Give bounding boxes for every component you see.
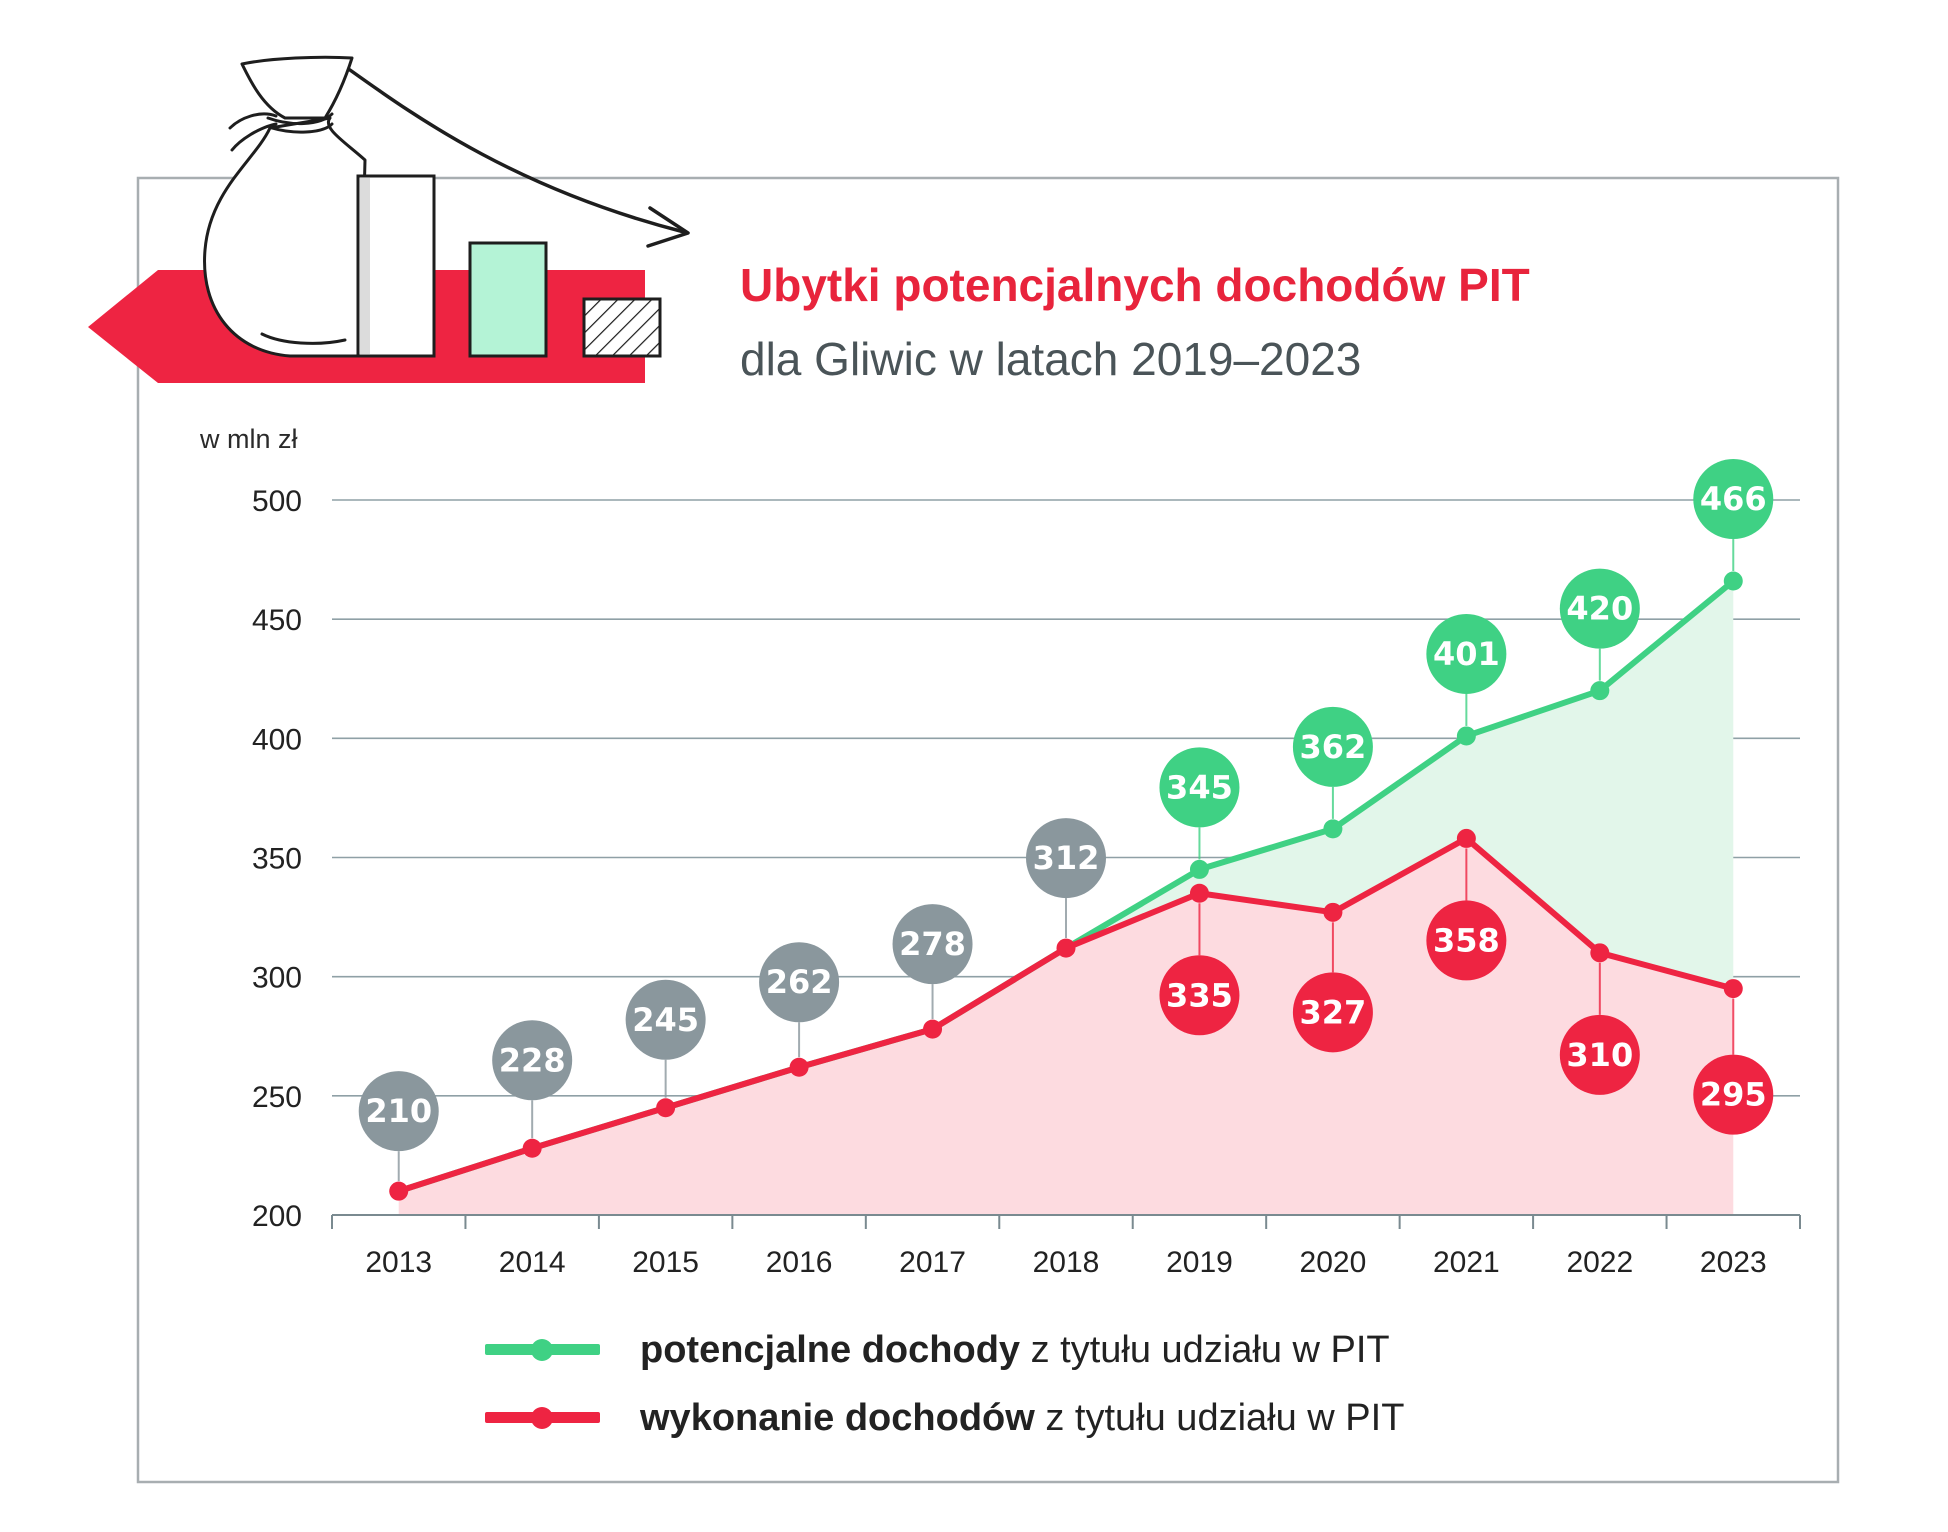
data-label-shared-label: 245 (632, 1001, 699, 1039)
legend-item-actual: wykonanie dochodów z tytułu udziału w PI… (485, 1393, 1404, 1443)
data-label-shared-bubble (625, 979, 706, 1060)
x-tick-label: 2013 (365, 1246, 432, 1279)
data-label-shared-label: 228 (499, 1041, 566, 1079)
white-bar-icon (356, 174, 436, 358)
chart-frame (136, 176, 1840, 1484)
data-label-potential-label: 401 (1433, 635, 1500, 673)
data-label-actual-label: 327 (1300, 993, 1367, 1031)
red-area (398, 838, 1734, 1215)
data-label-actual-label: 295 (1700, 1076, 1767, 1114)
data-point-actual (1456, 828, 1476, 848)
data-label-shared-label: 312 (1033, 839, 1100, 877)
data-label-actual-bubble (1426, 900, 1507, 981)
y-tick-label: 500 (252, 485, 302, 518)
data-label-potential-label: 345 (1166, 768, 1233, 806)
data-point-actual (1189, 883, 1209, 903)
data-point-actual (1723, 979, 1743, 999)
data-point-actual (789, 1057, 809, 1077)
y-tick-label: 400 (252, 723, 302, 756)
data-label-shared-label: 278 (899, 925, 966, 963)
data-label-potential-bubble (1693, 459, 1774, 540)
white-bar-shadow (360, 178, 370, 354)
data-label-actual-bubble (1559, 1014, 1640, 1095)
data-point-potential (1189, 859, 1209, 879)
money-bag-icon (203, 55, 367, 358)
area-fills (398, 581, 1734, 1215)
data-point-actual (1323, 902, 1343, 922)
y-axis-unit-label: w mln zł (200, 424, 298, 454)
legend-label-actual: wykonanie dochodów z tytułu udziału w PI… (640, 1396, 1405, 1439)
label-leaders (397, 539, 1735, 1182)
data-label-potential-bubble (1559, 568, 1640, 649)
x-tick-label: 2017 (899, 1246, 966, 1279)
legend-swatch-red (485, 1393, 600, 1443)
data-label-potential-label: 466 (1700, 480, 1767, 518)
data-label-shared-bubble (759, 942, 840, 1023)
chart-title: Ubytki potencjalnych dochodów PIT (740, 259, 1530, 311)
x-tick-label: 2021 (1433, 1246, 1500, 1279)
axes: 200 250 300 350 400 450 500 2013 2014 2015 2016 201… (252, 485, 1801, 1279)
data-point-actual (656, 1098, 676, 1118)
data-point-actual (389, 1181, 409, 1201)
data-label-bubbles: 210 228 245 262 278 312 345 362 401 420 466 335 327 3… (358, 459, 1774, 1152)
mint-bar-icon (468, 241, 548, 358)
data-label-actual-label: 358 (1433, 921, 1500, 959)
data-label-shared-label: 210 (365, 1092, 432, 1130)
trend-arrow-icon (348, 68, 686, 234)
chart-subtitle: dla Gliwic w latach 2019–2023 (740, 333, 1362, 385)
data-point-actual (522, 1138, 542, 1158)
x-tick-label: 2019 (1166, 1246, 1233, 1279)
y-tick-label: 350 (252, 843, 302, 876)
data-label-potential-bubble (1159, 747, 1240, 828)
x-tick-label: 2016 (766, 1246, 833, 1279)
data-label-shared-bubble (492, 1020, 573, 1101)
header-illustration (88, 55, 690, 383)
data-label-potential-bubble (1426, 613, 1507, 694)
x-tick-label: 2015 (632, 1246, 699, 1279)
y-tick-label: 200 (252, 1200, 302, 1233)
data-label-potential-label: 420 (1566, 590, 1633, 628)
legend-item-potential: potencjalne dochody z tytułu udziału w P… (485, 1325, 1390, 1375)
data-label-actual-label: 310 (1566, 1036, 1633, 1074)
x-tick-label: 2023 (1700, 1246, 1767, 1279)
data-label-shared-bubble (892, 904, 973, 985)
trend-arrow-head (646, 206, 690, 248)
data-point-actual (923, 1019, 943, 1039)
data-point-potential (1723, 571, 1743, 591)
data-label-actual-bubble (1693, 1054, 1774, 1135)
data-label-potential-bubble (1292, 706, 1373, 787)
data-label-actual-label: 335 (1166, 976, 1233, 1014)
data-point-potential (1590, 681, 1610, 701)
data-point-actual (1590, 943, 1610, 963)
x-tick-label: 2020 (1300, 1246, 1367, 1279)
x-tick-label: 2018 (1033, 1246, 1100, 1279)
x-tick-label: 2022 (1566, 1246, 1633, 1279)
y-tick-label: 250 (252, 1081, 302, 1114)
x-tick-label: 2014 (499, 1246, 566, 1279)
data-label-shared-bubble (358, 1071, 439, 1152)
series-points (389, 571, 1743, 1201)
data-label-actual-bubble (1292, 972, 1373, 1053)
data-point-potential (1456, 726, 1476, 746)
data-point-actual (1056, 938, 1076, 958)
hatched-bar-icon (582, 297, 662, 358)
data-label-shared-label: 262 (766, 963, 833, 1001)
y-tick-label: 450 (252, 604, 302, 637)
legend-label-potential: potencjalne dochody z tytułu udziału w P… (640, 1328, 1390, 1371)
data-label-actual-bubble (1159, 955, 1240, 1036)
data-point-potential (1323, 819, 1343, 839)
y-tick-label: 300 (252, 962, 302, 995)
data-label-shared-bubble (1026, 818, 1106, 899)
data-label-potential-label: 362 (1300, 728, 1367, 766)
legend-swatch-green (485, 1325, 600, 1375)
